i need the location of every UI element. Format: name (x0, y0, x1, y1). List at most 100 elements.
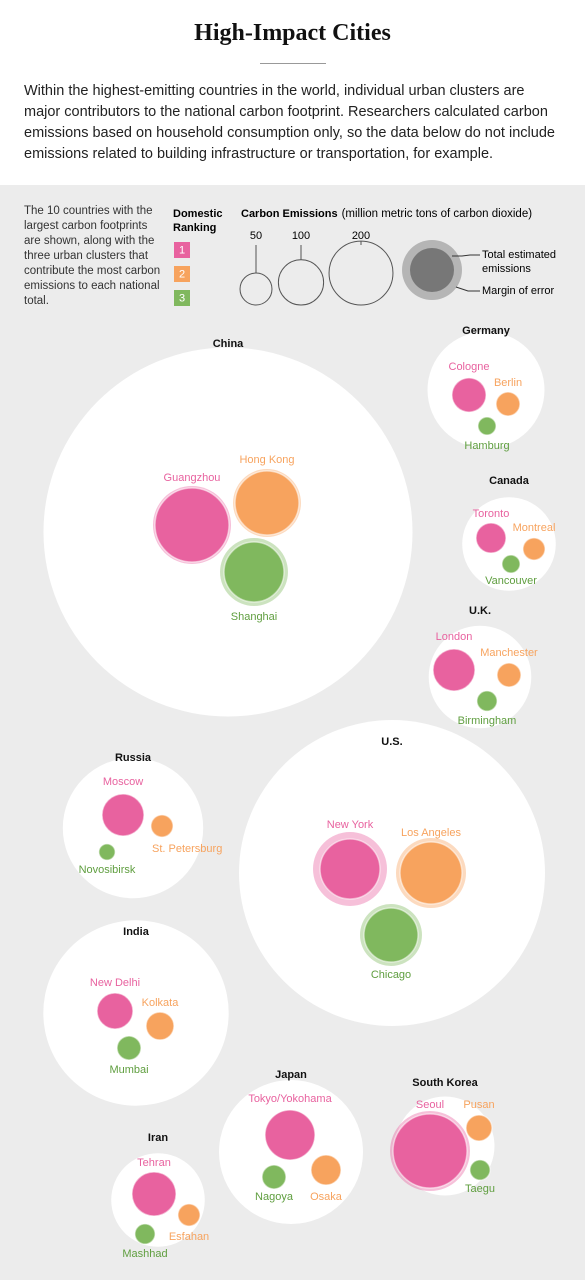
country-label: Iran (148, 1132, 168, 1144)
city-bubble (496, 662, 522, 688)
city-label: Montreal (513, 522, 556, 534)
city-bubble (465, 1114, 493, 1142)
city-bubble (469, 1159, 491, 1181)
city-label: Moscow (103, 776, 143, 788)
city-label: Cologne (449, 361, 490, 373)
city-bubble (476, 690, 498, 712)
city-label: Vancouver (485, 575, 537, 587)
city-label: Hamburg (464, 440, 509, 452)
city-bubble (98, 843, 116, 861)
city-label: Mashhad (122, 1248, 167, 1260)
city-bubble (432, 648, 476, 692)
note: The 10 countries with the largest carbon… (24, 205, 161, 307)
legend-title: Carbon Emissions (million metric tons of … (241, 208, 532, 220)
city-bubble (392, 1113, 468, 1189)
city-bubble (522, 537, 546, 561)
city-bubble (451, 377, 487, 413)
city-label: Shanghai (231, 611, 278, 623)
ranking-title: Domestic Ranking (173, 208, 226, 234)
rank-swatch (174, 266, 190, 282)
country-label: South Korea (412, 1077, 478, 1089)
legend-title: Carbon Emissions (241, 208, 338, 220)
city-label: Guangzhou (164, 472, 221, 484)
city-label: Pusan (463, 1099, 494, 1111)
city-bubble (101, 793, 145, 837)
rank-swatch (174, 290, 190, 306)
country-bubble (462, 497, 556, 591)
city-bubble (264, 1109, 316, 1161)
country-label: Russia (115, 752, 152, 764)
city-bubble (150, 814, 174, 838)
city-bubble (234, 470, 300, 536)
city-bubble (363, 907, 419, 963)
city-bubble (177, 1203, 201, 1227)
legend-circle (328, 240, 394, 306)
legend-size-label: 200 (352, 230, 370, 242)
city-bubble (475, 522, 507, 554)
city-label: Nagoya (255, 1191, 294, 1203)
city-label: Novosibirsk (79, 864, 136, 876)
country-label: Japan (275, 1069, 307, 1081)
city-bubble (477, 416, 497, 436)
country-label: U.K. (469, 605, 491, 617)
city-label: Taegu (465, 1183, 495, 1195)
legend-circle (277, 259, 325, 306)
city-bubble (134, 1223, 156, 1245)
legend-size-label: 100 (292, 230, 310, 242)
city-bubble (116, 1035, 142, 1061)
city-label: Mumbai (109, 1064, 148, 1076)
legend-unit: (million metric tons of carbon dioxide) (342, 208, 533, 220)
city-bubble (131, 1171, 177, 1217)
city-label: Tokyo/Yokohama (248, 1093, 332, 1105)
city-bubble (319, 838, 381, 900)
city-bubble (223, 541, 285, 603)
country-label: China (213, 338, 244, 350)
city-bubble (145, 1011, 175, 1041)
legend-circle (239, 272, 273, 306)
city-label: Esfahan (169, 1231, 209, 1243)
city-bubble (495, 391, 521, 417)
country-label: Canada (489, 475, 530, 487)
subtitle: Within the highest-emitting countries in… (24, 83, 555, 162)
city-label: Hong Kong (239, 454, 294, 466)
country-bubble (239, 720, 545, 1026)
city-label: New Delhi (90, 977, 140, 989)
city-label: Birmingham (458, 715, 517, 727)
city-label: Kolkata (142, 997, 180, 1009)
rule (260, 63, 326, 64)
title: High-Impact Cities (194, 20, 391, 46)
country-label: India (123, 926, 150, 938)
country-label: Germany (462, 325, 511, 337)
legend-pointer (455, 286, 480, 292)
city-label: Seoul (416, 1099, 444, 1111)
city-bubble (261, 1164, 287, 1190)
city-label: Berlin (494, 377, 522, 389)
city-label: Chicago (371, 969, 411, 981)
city-label: Tehran (137, 1157, 171, 1169)
legend-size-label: 50 (250, 230, 262, 242)
city-bubble (154, 487, 230, 563)
legend-total-label: Total estimated emissions (482, 249, 556, 275)
city-bubble (310, 1154, 342, 1186)
rank-label: 3 (179, 292, 185, 304)
city-label: Manchester (480, 647, 538, 659)
city-label: Osaka (310, 1191, 343, 1203)
header: High-Impact Cities Within the highest-em… (0, 0, 585, 185)
city-label: London (436, 631, 473, 643)
city-label: New York (327, 819, 374, 831)
city-label: Los Angeles (401, 827, 461, 839)
city-bubble (96, 992, 134, 1030)
rank-label: 1 (179, 244, 185, 256)
legend-pointer (452, 254, 480, 257)
rank-label: 2 (179, 268, 185, 280)
country-label: U.S. (381, 736, 402, 748)
city-bubble (399, 841, 463, 905)
country-bubble (43, 920, 229, 1106)
city-bubble (501, 554, 521, 574)
rank-swatch (174, 242, 190, 258)
city-label: St. Petersburg (152, 843, 222, 855)
legend-total (410, 248, 454, 292)
city-label: Toronto (473, 508, 510, 520)
